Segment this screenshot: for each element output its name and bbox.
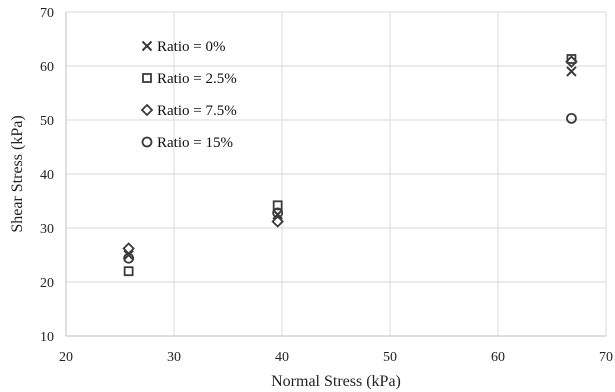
circle-marker <box>566 112 577 124</box>
legend: Ratio = 0% Ratio = 2.5% Ratio = 7.5% Ratio … <box>140 39 237 151</box>
x-axis-title: Normal Stress (kPa) <box>271 373 401 390</box>
y-tick-label: 30 <box>40 222 54 237</box>
data-points <box>122 54 578 277</box>
cross-marker <box>566 66 577 77</box>
circle-marker <box>123 252 135 264</box>
y-tick-label: 10 <box>40 330 54 345</box>
x-tick-label: 50 <box>383 350 397 365</box>
cross-marker <box>123 249 134 261</box>
x-tick-label: 30 <box>167 350 181 365</box>
y-tick-label: 20 <box>40 276 54 291</box>
diamond-marker <box>271 215 284 228</box>
legend-label: Ratio = 15% <box>157 135 233 151</box>
y-tick-label: 60 <box>40 60 54 75</box>
x-tick-label: 70 <box>599 350 613 365</box>
cross-marker <box>272 209 283 220</box>
grid-lines <box>65 11 607 337</box>
y-tick-label: 70 <box>40 6 54 21</box>
x-tick-label: 60 <box>491 350 505 365</box>
square-marker <box>566 54 577 64</box>
square-marker <box>123 266 134 277</box>
legend-diamond-marker <box>140 103 154 117</box>
legend-label: Ratio = 2.5% <box>157 71 237 87</box>
legend-label: Ratio = 0% <box>157 39 225 55</box>
x-tick-label: 20 <box>59 350 73 365</box>
legend-square-marker <box>142 73 152 83</box>
circle-marker <box>272 207 284 219</box>
y-tick-label: 50 <box>40 114 54 129</box>
legend-circle-marker <box>141 136 153 148</box>
y-axis-title: Shear Stress (kPa) <box>9 115 26 232</box>
tick-labels: 20 30 40 50 60 70 10 20 30 40 50 60 70 <box>40 6 613 365</box>
diamond-marker <box>565 55 578 68</box>
axes <box>65 12 606 337</box>
legend-label: Ratio = 7.5% <box>157 103 237 119</box>
square-marker <box>272 200 283 211</box>
legend-cross-marker <box>141 40 153 52</box>
y-tick-label: 40 <box>40 168 54 183</box>
x-tick-label: 40 <box>275 350 289 365</box>
